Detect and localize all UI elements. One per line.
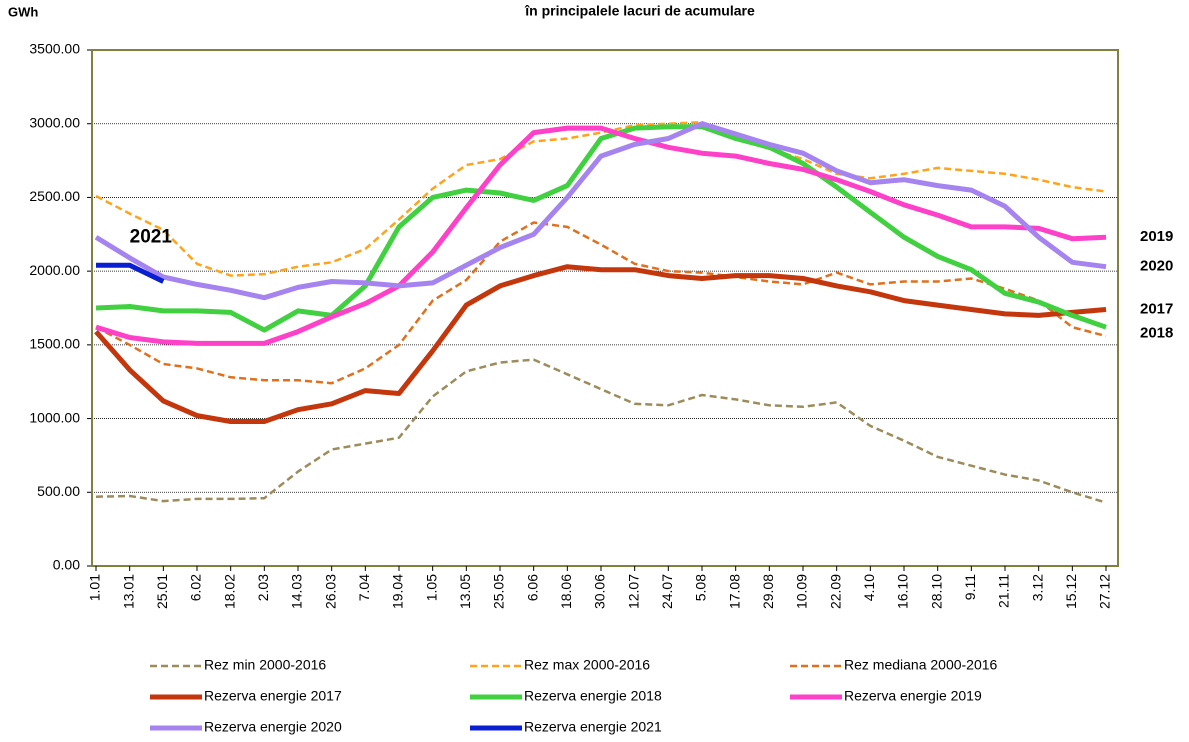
x-tick-label: 17.08 — [726, 574, 742, 609]
legend-label: Rez mediana 2000-2016 — [844, 657, 998, 673]
x-tick-label: 1.01 — [87, 574, 103, 601]
x-tick-label: 3.12 — [1029, 574, 1045, 601]
x-tick-label: 25.01 — [154, 574, 170, 609]
x-tick-label: 6.06 — [524, 574, 540, 601]
y-tick-label: 0.00 — [53, 557, 80, 573]
y-tick-label: 2000.00 — [29, 262, 80, 278]
y-tick-label: 3000.00 — [29, 114, 80, 130]
x-tick-label: 4.10 — [861, 574, 877, 601]
series-tag: 2019 — [1140, 228, 1173, 245]
series-tag: 2018 — [1140, 324, 1173, 341]
legend-label: Rezerva energie 2021 — [524, 719, 662, 735]
x-tick-label: 16.10 — [895, 574, 911, 609]
x-tick-label: 2.03 — [255, 574, 271, 601]
series-line — [95, 358, 1107, 504]
y-tick-label: 3500.00 — [29, 41, 80, 57]
x-tick-label: 14.03 — [289, 574, 305, 609]
x-tick-label: 10.09 — [794, 574, 810, 609]
series-line — [95, 124, 1107, 333]
x-tick-label: 18.06 — [558, 574, 574, 609]
series-tag: 2017 — [1140, 300, 1173, 317]
series-line — [96, 262, 165, 284]
x-tick-label: 30.06 — [592, 574, 608, 609]
x-tick-label: 13.05 — [457, 574, 473, 609]
series-line — [95, 125, 1107, 346]
x-tick-label: 27.12 — [1097, 574, 1113, 609]
x-tick-label: 7.04 — [356, 574, 372, 601]
x-tick-label: 1.05 — [423, 574, 439, 601]
legend-label: Rez max 2000-2016 — [524, 657, 650, 673]
legend-label: Rezerva energie 2018 — [524, 688, 662, 704]
series-line — [95, 221, 1107, 385]
legend-label: Rez min 2000-2016 — [204, 657, 326, 673]
x-tick-label: 19.04 — [390, 574, 406, 609]
x-tick-label: 13.01 — [120, 574, 136, 609]
chart-title: în principalele lacuri de acumulare — [524, 3, 755, 19]
x-tick-label: 18.02 — [221, 574, 237, 609]
series-line — [94, 264, 1107, 424]
series-tag: 2020 — [1140, 258, 1173, 275]
y-tick-label: 1500.00 — [29, 336, 80, 352]
legend-label: Rezerva energie 2020 — [204, 719, 342, 735]
y-tick-label: 2500.00 — [29, 188, 80, 204]
x-tick-label: 24.07 — [659, 574, 675, 609]
series-line — [95, 120, 1107, 277]
legend-label: Rezerva energie 2017 — [204, 688, 342, 704]
x-tick-label: 9.11 — [962, 574, 978, 600]
x-tick-label: 25.05 — [491, 574, 507, 609]
series-line — [94, 121, 1107, 301]
plot-border — [91, 49, 1119, 567]
legend-label: Rezerva energie 2019 — [844, 688, 982, 704]
x-tick-label: 12.07 — [625, 574, 641, 609]
x-tick-label: 28.10 — [928, 574, 944, 609]
y-tick-label: 500.00 — [37, 483, 80, 499]
x-tick-label: 15.12 — [1063, 574, 1079, 609]
y-tick-label: 1000.00 — [29, 409, 80, 425]
series-tag: 2021 — [130, 226, 173, 247]
x-tick-label: 26.03 — [322, 574, 338, 609]
x-tick-label: 21.11 — [996, 574, 1012, 608]
x-tick-label: 5.08 — [693, 574, 709, 601]
y-axis-label: GWh — [8, 4, 38, 19]
x-tick-label: 29.08 — [760, 574, 776, 609]
x-tick-label: 6.02 — [188, 574, 204, 601]
x-tick-label: 22.09 — [827, 574, 843, 609]
